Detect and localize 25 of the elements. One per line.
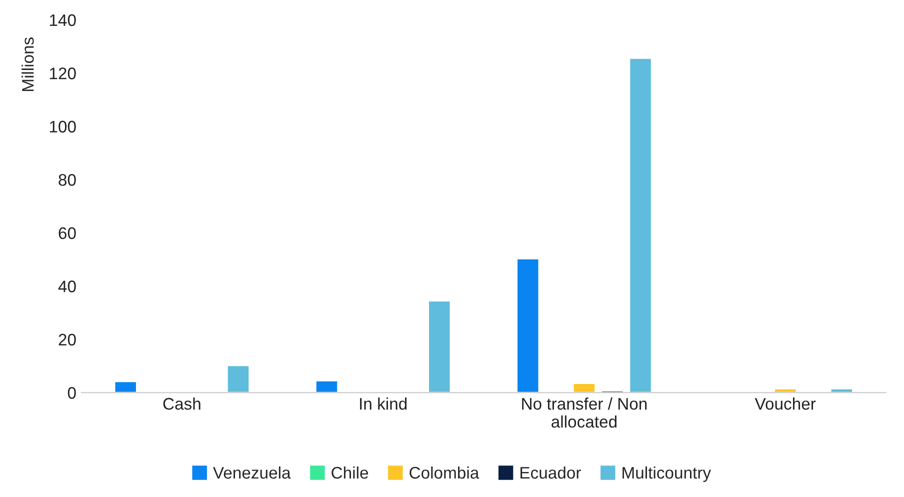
x-tick-label: In kind [360,397,407,410]
y-tick-label: 100 [50,120,76,133]
legend-label: Venezuela [213,466,291,479]
y-tick-label: 20 [58,334,76,346]
bar [572,382,596,393]
y-tick-label: 80 [58,174,76,186]
legend-label: Ecuador [520,466,581,479]
bar [114,380,138,393]
bar [226,364,250,393]
bar [314,380,339,393]
legend-label: Multicountry [622,466,712,482]
legend-label: Colombia [410,466,480,479]
y-tick-label: 60 [58,227,76,240]
y-tick-label: 40 [58,280,76,292]
y-axis-title: Millions [22,37,34,92]
y-tick-label: 120 [50,68,76,80]
y-tick-label: 0 [68,387,76,399]
bar [428,300,452,393]
x-tick-label: Cash [163,397,200,410]
x-tick-label: No transfer / Non allocated [522,397,647,428]
legend-label: Chile [332,466,368,479]
bar [516,258,540,393]
x-tick-label: Voucher [754,397,816,410]
bar [628,58,652,393]
y-tick-label: 140 [50,14,76,26]
